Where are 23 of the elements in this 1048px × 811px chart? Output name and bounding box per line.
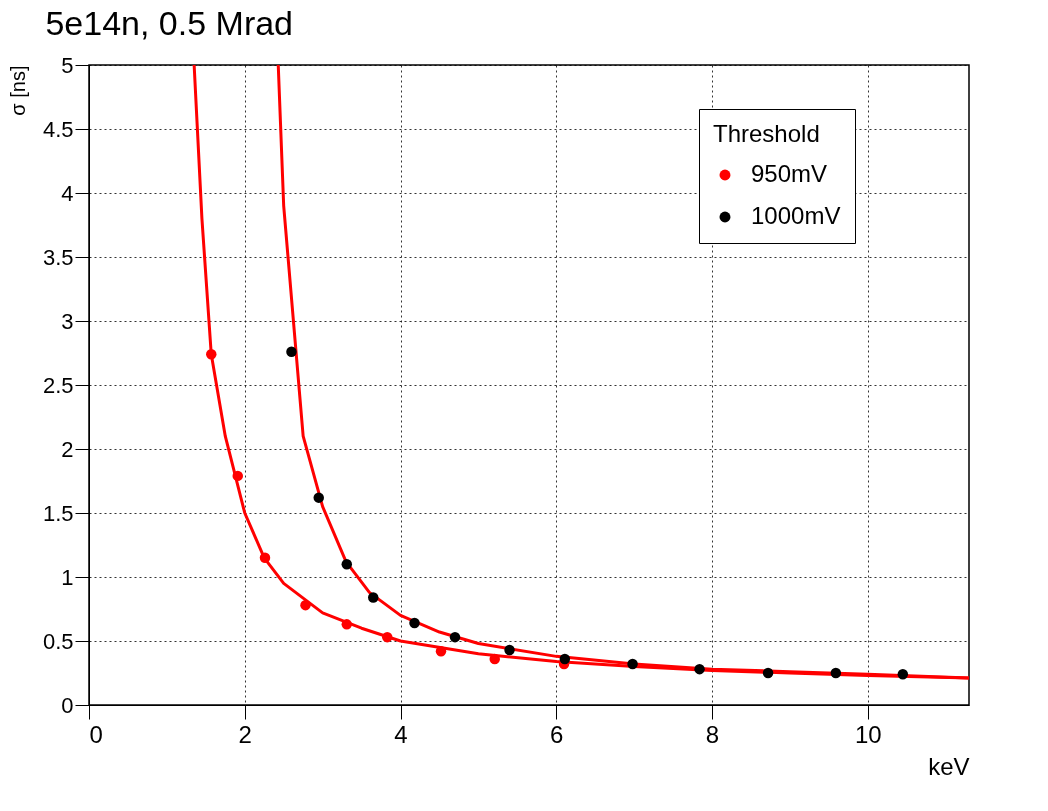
y-tick-label: 1.5 (42, 500, 74, 526)
y-tick-label: 3 (61, 308, 74, 334)
y-axis-title: σ [ns] (6, 65, 29, 116)
x-tick-label: 6 (550, 720, 564, 748)
y-tick-label: 0 (61, 692, 74, 718)
y-tick-label: 1 (61, 564, 74, 590)
y-tick-label: 2 (61, 436, 74, 462)
x-tick-label: 2 (238, 720, 252, 748)
y-tick-label: 0.5 (42, 628, 74, 654)
y-tick-label: 2.5 (42, 372, 74, 398)
legend-label: 950mV (751, 160, 828, 187)
legend-label: 1000mV (751, 202, 841, 229)
x-tick-label: 10 (854, 720, 882, 748)
x-tick-label: 4 (394, 720, 408, 748)
x-tick-label: 8 (705, 720, 720, 748)
x-axis-title: keV (928, 752, 970, 780)
chart-title: 5e14n, 0.5 Mrad (45, 4, 294, 42)
y-tick-label: 4 (61, 180, 74, 206)
y-tick-label: 3.5 (42, 244, 74, 270)
y-tick-label: 4.5 (42, 116, 74, 142)
legend-title: Threshold (713, 120, 820, 147)
x-tick-label: 0 (89, 720, 103, 748)
y-tick-label: 5 (61, 52, 74, 78)
